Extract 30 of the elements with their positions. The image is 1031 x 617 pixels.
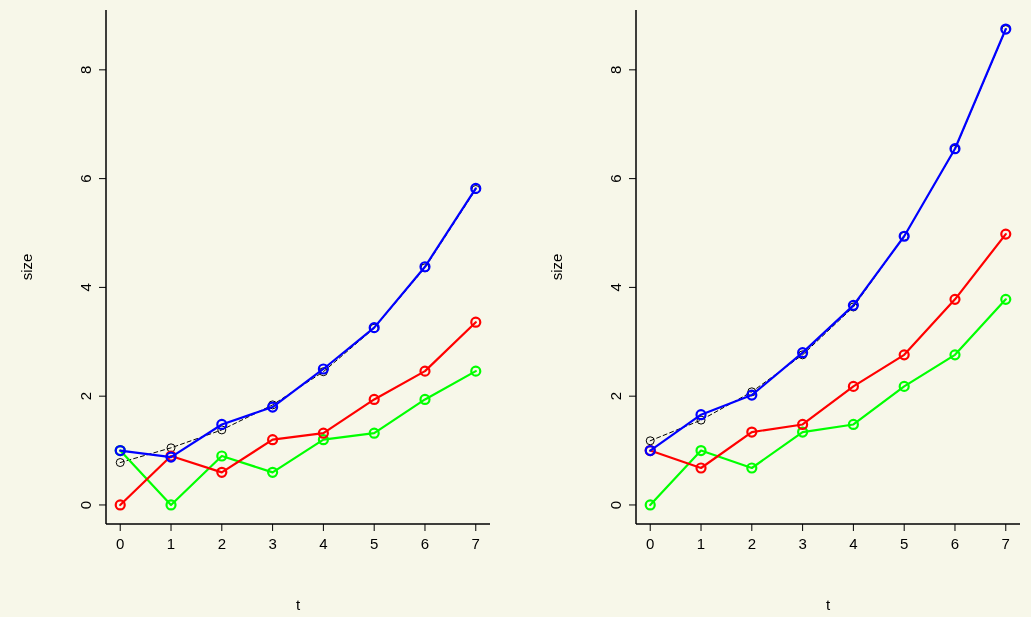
x-tick-label: 3 bbox=[798, 535, 807, 552]
x-tick-label: 7 bbox=[471, 535, 480, 552]
x-tick-label: 6 bbox=[420, 535, 430, 552]
x-tick-label: 4 bbox=[319, 535, 328, 552]
x-tick-label: 6 bbox=[950, 535, 960, 552]
y-axis-title: size bbox=[18, 253, 35, 281]
y-tick-label: 6 bbox=[607, 174, 624, 183]
y-tick-label: 8 bbox=[77, 65, 94, 74]
y-tick-label: 2 bbox=[607, 392, 624, 401]
x-tick-label: 5 bbox=[370, 535, 379, 552]
y-tick-label: 0 bbox=[77, 500, 94, 510]
x-tick-label: 3 bbox=[268, 535, 277, 552]
x-axis-title: t bbox=[825, 596, 831, 613]
x-tick-label: 2 bbox=[217, 535, 226, 552]
y-tick-label: 6 bbox=[77, 174, 94, 183]
x-tick-label: 0 bbox=[646, 535, 655, 552]
x-tick-label: 1 bbox=[696, 535, 706, 552]
x-tick-label: 1 bbox=[166, 535, 176, 552]
x-tick-label: 0 bbox=[116, 535, 125, 552]
x-tick-label: 2 bbox=[747, 535, 756, 552]
x-axis-title: t bbox=[295, 596, 301, 613]
y-tick-label: 4 bbox=[607, 283, 624, 292]
y-tick-label: 4 bbox=[77, 283, 94, 292]
y-tick-label: 0 bbox=[607, 500, 624, 510]
x-tick-label: 7 bbox=[1001, 535, 1010, 552]
x-tick-label: 5 bbox=[900, 535, 909, 552]
y-axis-title: size bbox=[548, 253, 565, 281]
x-tick-label: 4 bbox=[849, 535, 858, 552]
y-tick-label: 8 bbox=[607, 65, 624, 74]
y-tick-label: 2 bbox=[77, 392, 94, 401]
